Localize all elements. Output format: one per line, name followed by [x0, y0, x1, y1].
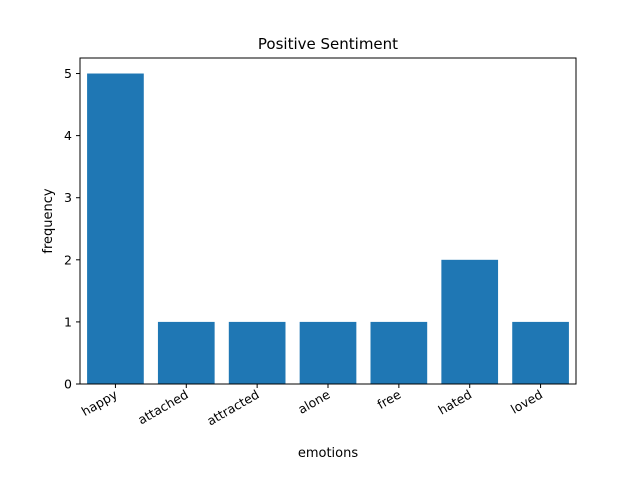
- bar-happy: [87, 73, 144, 385]
- bar-alone: [299, 321, 357, 384]
- y-tick-label: 2: [64, 252, 72, 267]
- chart-title: Positive Sentiment: [258, 35, 398, 53]
- bar-loved: [512, 321, 569, 384]
- bars-group: [87, 73, 569, 385]
- y-tick-label: 5: [64, 66, 72, 81]
- y-axis-label: frequency: [41, 188, 56, 254]
- y-tick-label: 0: [64, 377, 72, 392]
- bar-attached: [157, 321, 215, 384]
- bar-free: [370, 321, 428, 384]
- y-tick-label: 3: [64, 190, 72, 205]
- bar-hated: [441, 259, 499, 384]
- y-axis: 0 1 2 3 4 5: [64, 66, 80, 392]
- y-tick-label: 1: [64, 314, 72, 329]
- y-tick-label: 4: [64, 128, 72, 143]
- x-axis-label: emotions: [298, 446, 359, 461]
- plot-frame: [79, 57, 577, 385]
- bar-attracted: [228, 321, 286, 384]
